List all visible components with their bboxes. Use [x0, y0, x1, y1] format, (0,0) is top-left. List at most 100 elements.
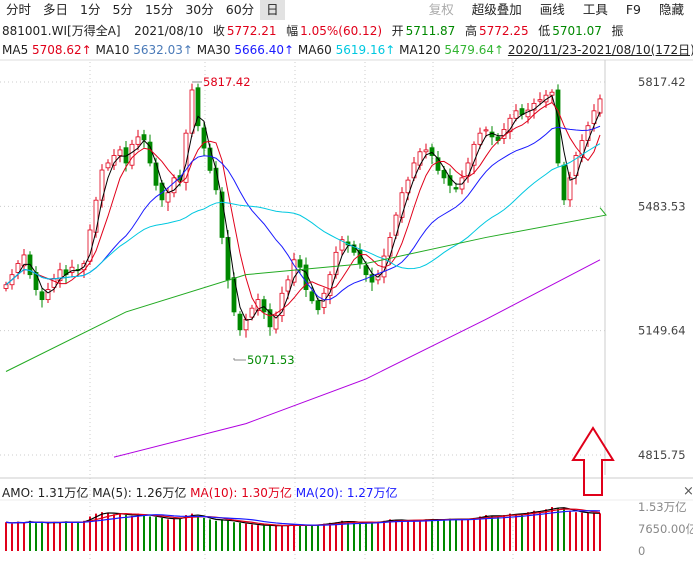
price-tick: 5149.64 [638, 324, 686, 338]
period-tab-0[interactable]: 分时 [6, 2, 32, 17]
period-tab-5[interactable]: 30分 [185, 2, 214, 17]
ma10-line [5, 101, 601, 317]
candle-body [261, 299, 267, 313]
volume-bar [371, 522, 373, 551]
candle-body [525, 109, 531, 118]
volume-bar [419, 519, 421, 551]
volume-bar [89, 516, 91, 551]
volume-bar [557, 507, 559, 551]
volume-bar [173, 518, 175, 551]
candle-body [339, 239, 345, 251]
low-label: 5071.53 [247, 353, 295, 367]
close-icon[interactable]: × [683, 484, 693, 499]
toolbar-button-0[interactable]: 复权 [428, 2, 454, 17]
candle-body [549, 91, 555, 96]
quote-date: 2021/08/10 [134, 24, 204, 38]
candle-body [405, 179, 411, 194]
period-tab-6[interactable]: 60分 [225, 2, 255, 17]
toolbar-button-3[interactable]: 工具 [582, 2, 608, 17]
volume-bar [575, 512, 577, 551]
volume-legend: AMO: 1.31万亿 MA(5): 1.26万亿 MA(10): 1.30万亿… [2, 484, 398, 501]
candle-body [531, 102, 537, 111]
ma250-line [113, 259, 601, 458]
candle-body [285, 279, 291, 292]
toolbar-button-2[interactable]: 画线 [539, 2, 565, 17]
volume-bar [269, 525, 271, 551]
ma120-line [5, 207, 607, 372]
toolbar-button-1[interactable]: 超级叠加 [471, 2, 522, 17]
volume-bar [275, 525, 277, 551]
candle-body [195, 87, 201, 127]
ma60-value: 5619.16↑ [335, 43, 396, 57]
candle-body [249, 307, 255, 318]
volume-bar [359, 522, 361, 551]
toolbar-button-4[interactable]: F9 [625, 2, 641, 17]
period-tab-3[interactable]: 5分 [112, 2, 133, 17]
candle-body [315, 300, 321, 311]
candle-body [429, 147, 435, 156]
ma120-label: MA120 [399, 43, 441, 57]
candle-body [273, 315, 279, 330]
volume-bar [287, 525, 289, 551]
volume-bar [431, 519, 433, 551]
volume-bar [29, 520, 31, 551]
vol-ma10: MA(10): 1.30万亿 [190, 486, 292, 500]
price-tick: 4815.75 [638, 448, 686, 462]
period-tab-1[interactable]: 多日 [43, 2, 69, 17]
volume-bar [155, 517, 157, 551]
candle-body [399, 192, 405, 218]
volume-bar [11, 523, 13, 551]
period-tab-7[interactable]: 日 [260, 0, 285, 20]
ma30-value: 5666.40↑ [234, 43, 295, 57]
volume-bar [41, 522, 43, 551]
volume-bar [473, 517, 475, 551]
volume-bar [17, 521, 19, 551]
volume-bar [323, 523, 325, 551]
candle-body [15, 263, 21, 273]
volume-bar [491, 515, 493, 551]
candle-body [129, 143, 135, 166]
period-tab-4[interactable]: 15分 [144, 2, 174, 17]
candle-body [183, 132, 189, 183]
toolbar-button-5[interactable]: 隐藏 [658, 2, 684, 17]
candle-body [189, 89, 195, 134]
candle-body [57, 269, 63, 282]
volume-bar [455, 519, 457, 551]
candle-body [105, 162, 111, 169]
volume-bar [593, 513, 595, 551]
vol-ma5: MA(5): 1.26万亿 [92, 486, 187, 500]
volume-bar [53, 521, 55, 551]
volume-bar [209, 519, 211, 551]
volume-bar [263, 525, 265, 551]
volume-bar [77, 522, 79, 551]
volume-bar [281, 525, 283, 551]
candle-body [3, 284, 9, 289]
candle-body [363, 265, 369, 276]
candle-body [237, 313, 243, 331]
volume-bar [293, 524, 295, 551]
ma60-label: MA60 [297, 43, 332, 57]
vol-ma20: MA(20): 1.27万亿 [295, 486, 398, 500]
volume-bar [539, 511, 541, 551]
volume-bar [317, 524, 319, 551]
volume-bar [395, 519, 397, 551]
candle-body [117, 149, 123, 156]
low-value: 5701.07 [552, 24, 602, 38]
ma10-label: MA10 [95, 43, 130, 57]
volume-bar [23, 522, 25, 551]
period-toolbar: 分时 多日 1分 5分 15分 30分 60分日 复权 超级叠加 画线 工具 F9 隐藏 [0, 0, 693, 20]
volume-bar [401, 520, 403, 551]
candle-body [219, 191, 225, 238]
date-range[interactable]: 2020/11/23-2021/08/10(172日) [507, 43, 693, 57]
candle-body [471, 143, 477, 166]
volume-bar [341, 520, 343, 551]
ma30-label: MA30 [196, 43, 231, 57]
candle-body [297, 259, 303, 268]
close-value: 5772.21 [226, 24, 277, 38]
quote-info-row: 881001.WI[万得全A] 2021/08/10 收 5772.21 幅 1.0… [2, 22, 626, 39]
volume-bar [485, 515, 487, 551]
volume-bar [197, 516, 199, 551]
volume-bar [239, 522, 241, 551]
candle-body [597, 98, 603, 114]
period-tab-2[interactable]: 1分 [80, 2, 101, 17]
